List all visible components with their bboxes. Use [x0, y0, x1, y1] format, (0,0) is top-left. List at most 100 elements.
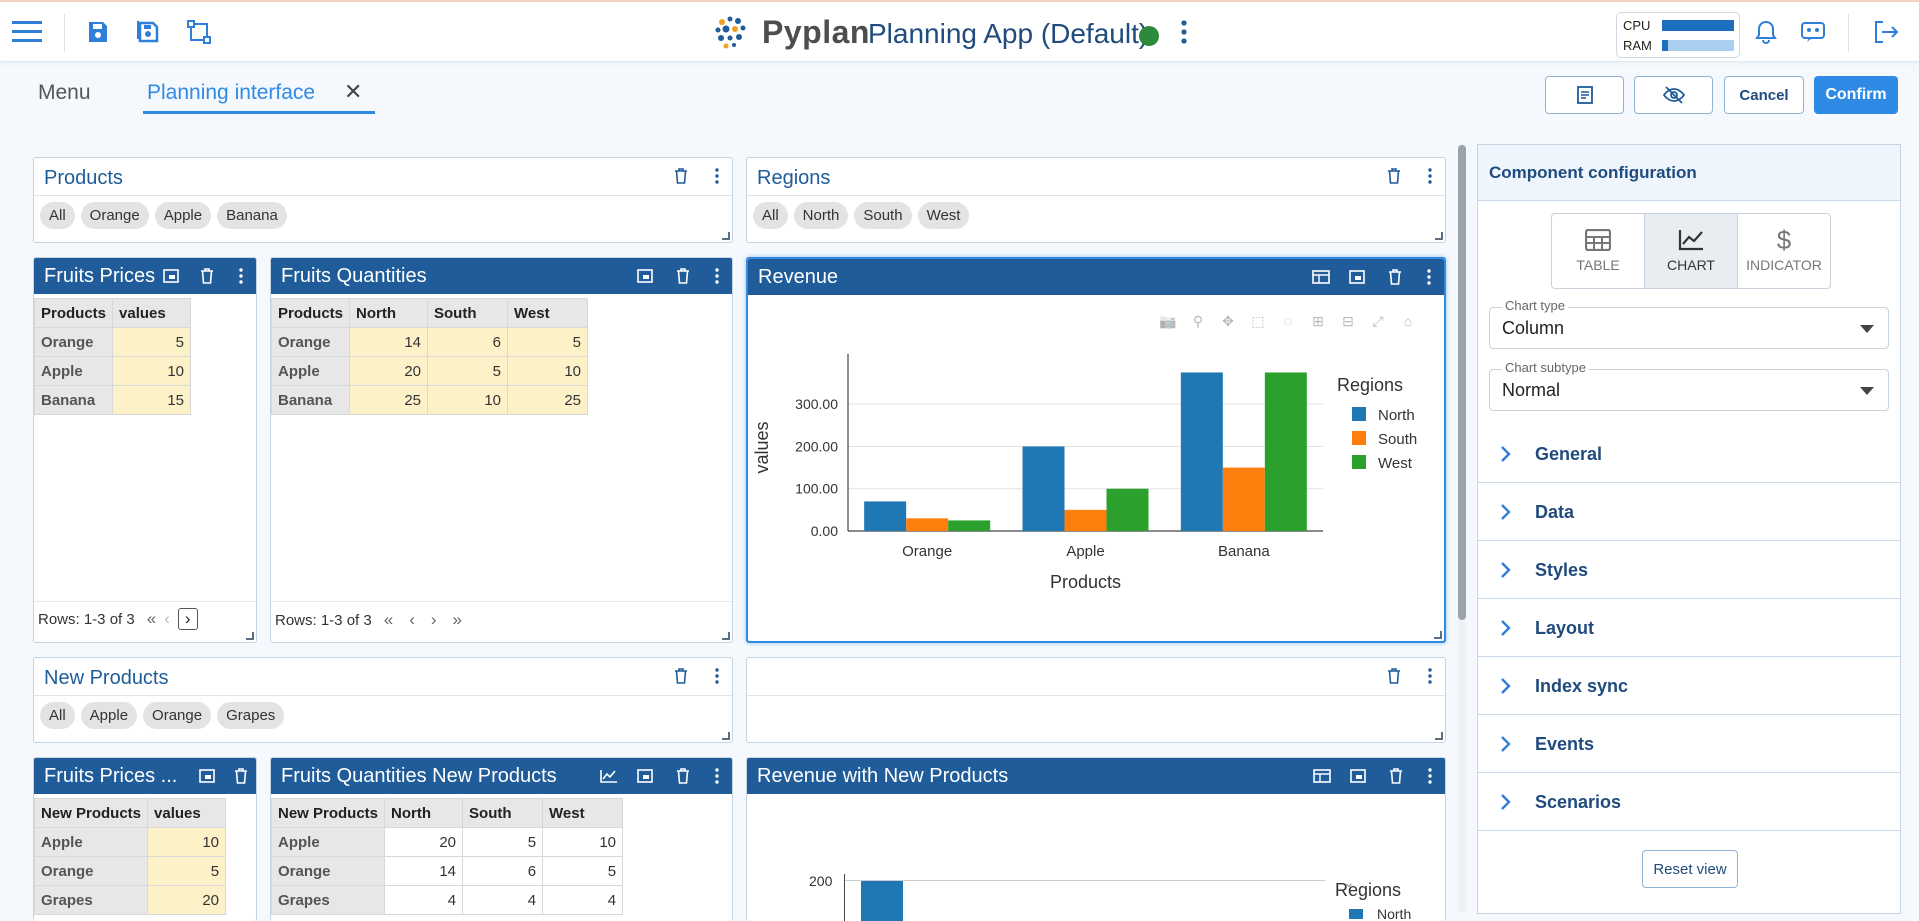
bot-icon[interactable]: [1795, 14, 1831, 50]
chip-south[interactable]: South: [854, 202, 912, 229]
table-cell[interactable]: 25: [349, 385, 429, 415]
kebab-icon[interactable]: [706, 165, 728, 187]
table-cell[interactable]: 6: [462, 856, 544, 886]
autoscale-icon[interactable]: ⤢: [1372, 312, 1384, 329]
table-view-icon[interactable]: [1310, 266, 1332, 288]
lasso-icon[interactable]: ◌: [1283, 313, 1293, 329]
table-cell[interactable]: 15: [112, 385, 192, 415]
chip-north[interactable]: North: [793, 202, 849, 229]
kebab-icon[interactable]: [706, 265, 728, 287]
kebab-icon[interactable]: [1419, 165, 1441, 187]
kebab-icon[interactable]: [706, 765, 728, 787]
line-chart-icon[interactable]: [598, 765, 620, 787]
trash-icon[interactable]: [196, 265, 218, 287]
table-cell[interactable]: 5: [427, 356, 509, 386]
table-cell[interactable]: 5: [507, 327, 589, 357]
save-as-icon[interactable]: [130, 14, 166, 50]
table-cell[interactable]: 10: [507, 356, 589, 386]
chip-grapes[interactable]: Grapes: [217, 702, 285, 729]
hide-button[interactable]: [1634, 76, 1713, 114]
chip-apple[interactable]: Apple: [154, 202, 212, 229]
kebab-icon[interactable]: [230, 265, 252, 287]
home-icon[interactable]: ⌂: [1403, 313, 1413, 329]
prev-page-icon[interactable]: ‹: [409, 610, 415, 629]
tab-planning-interface[interactable]: Planning interface: [147, 81, 316, 104]
zoom-out-icon[interactable]: ⊟: [1342, 312, 1354, 329]
first-page-icon[interactable]: «: [146, 609, 157, 628]
next-page-icon[interactable]: ›: [177, 608, 198, 630]
resize-handle[interactable]: [1434, 631, 1442, 639]
table-cell[interactable]: 5: [147, 856, 227, 886]
box-select-icon[interactable]: ⬚: [1251, 312, 1265, 329]
kebab-icon[interactable]: [706, 665, 728, 687]
table-cell[interactable]: 25: [507, 385, 589, 415]
table-cell[interactable]: 20: [384, 827, 464, 857]
trash-icon[interactable]: [1384, 266, 1406, 288]
section-layout[interactable]: Layout: [1478, 599, 1900, 657]
chart-type-select[interactable]: Chart type Column: [1489, 298, 1889, 349]
bell-icon[interactable]: [1748, 14, 1784, 50]
trash-icon[interactable]: [672, 265, 694, 287]
chip-banana[interactable]: Banana: [217, 202, 287, 229]
hamburger-icon[interactable]: [9, 14, 45, 50]
section-scenarios[interactable]: Scenarios: [1478, 773, 1900, 831]
save-view-icon[interactable]: [1346, 266, 1368, 288]
resize-handle[interactable]: [722, 632, 730, 640]
close-tab-icon[interactable]: ✕: [344, 79, 363, 104]
table-view-icon[interactable]: [634, 765, 656, 787]
pan-icon[interactable]: ✥: [1222, 312, 1234, 329]
resize-handle[interactable]: [1435, 732, 1443, 740]
table-view-icon[interactable]: [196, 765, 218, 787]
resize-handle[interactable]: [722, 732, 730, 740]
last-page-icon[interactable]: »: [452, 610, 462, 629]
section-index-sync[interactable]: Index sync: [1478, 657, 1900, 715]
chevron-down-icon[interactable]: ⌄: [1343, 874, 1355, 890]
cancel-button[interactable]: Cancel: [1724, 76, 1804, 114]
prev-page-icon[interactable]: ‹: [164, 609, 170, 628]
chip-all[interactable]: All: [40, 202, 75, 229]
zoom-icon[interactable]: ⚲: [1192, 312, 1204, 329]
section-styles[interactable]: Styles: [1478, 541, 1900, 599]
tab-menu[interactable]: Menu: [38, 81, 91, 104]
notes-button[interactable]: [1545, 76, 1624, 114]
chart-subtype-select[interactable]: Chart subtype Normal: [1489, 360, 1889, 411]
table-cell[interactable]: 5: [462, 827, 544, 857]
table-view-icon[interactable]: [1311, 765, 1333, 787]
section-events[interactable]: Events: [1478, 715, 1900, 773]
table-cell[interactable]: 10: [112, 356, 192, 386]
save-view-icon[interactable]: [1347, 765, 1369, 787]
table-cell[interactable]: 10: [427, 385, 509, 415]
chip-orange[interactable]: Orange: [80, 202, 149, 229]
resize-handle[interactable]: [722, 232, 730, 240]
trash-icon[interactable]: [1383, 665, 1405, 687]
kebab-menu-icon[interactable]: [1166, 14, 1202, 50]
table-cell[interactable]: 5: [112, 327, 192, 357]
first-page-icon[interactable]: «: [383, 610, 394, 629]
logout-icon[interactable]: [1868, 14, 1904, 50]
reset-view-button[interactable]: Reset view: [1642, 850, 1738, 888]
trash-icon[interactable]: [672, 765, 694, 787]
scrollbar-thumb[interactable]: [1458, 145, 1466, 620]
table-view-icon[interactable]: [634, 265, 656, 287]
chip-all[interactable]: All: [753, 202, 788, 229]
type-indicator-button[interactable]: $ INDICATOR: [1738, 214, 1830, 288]
resize-handle[interactable]: [1435, 232, 1443, 240]
type-table-button[interactable]: TABLE: [1552, 214, 1645, 288]
resize-icon[interactable]: [181, 14, 217, 50]
trash-icon[interactable]: [230, 765, 252, 787]
chip-orange[interactable]: Orange: [143, 702, 212, 729]
trash-icon[interactable]: [1385, 765, 1407, 787]
section-general[interactable]: General: [1478, 425, 1900, 483]
table-cell[interactable]: 10: [147, 827, 227, 857]
zoom-in-icon[interactable]: ⊞: [1312, 312, 1324, 329]
chip-all[interactable]: All: [40, 702, 75, 729]
kebab-icon[interactable]: [1418, 266, 1440, 288]
kebab-icon[interactable]: [1419, 765, 1441, 787]
table-view-icon[interactable]: [160, 265, 182, 287]
trash-icon[interactable]: [670, 665, 692, 687]
trash-icon[interactable]: [1383, 165, 1405, 187]
table-cell[interactable]: 20: [349, 356, 429, 386]
chip-west[interactable]: West: [917, 202, 970, 229]
table-cell[interactable]: 20: [147, 885, 227, 915]
resize-handle[interactable]: [246, 632, 254, 640]
